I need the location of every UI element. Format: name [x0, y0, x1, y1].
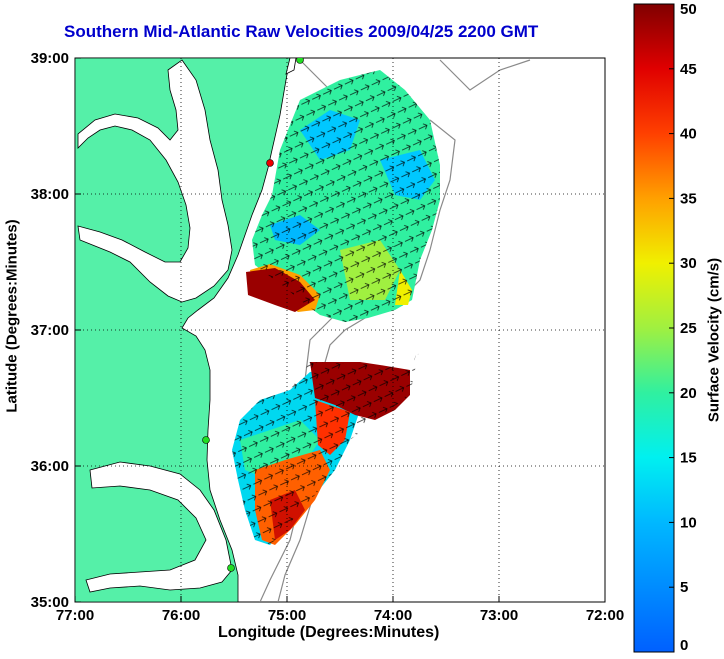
map-title: Southern Mid-Atlantic Raw Velocities 200… — [64, 22, 539, 41]
x-tick-label: 76:00 — [162, 607, 200, 624]
x-tick-label: 73:00 — [480, 607, 518, 624]
x-tick-label: 77:00 — [56, 607, 94, 624]
colorbar-tick-label: 15 — [680, 450, 697, 467]
y-tick-label: 37:00 — [31, 322, 69, 339]
bathymetry-contour — [277, 59, 531, 602]
colorbar-tick-label: 30 — [680, 255, 697, 272]
station-marker — [202, 436, 210, 444]
colorbar-tick-label: 40 — [680, 126, 697, 143]
x-tick-label: 75:00 — [268, 607, 306, 624]
colorbar-tick-label: 0 — [680, 637, 688, 654]
colorbar-tick-label: 50 — [680, 1, 697, 18]
y-tick-label: 38:00 — [31, 186, 69, 203]
y-axis-label: Latitude (Degrees:Minutes) — [3, 219, 21, 413]
colorbar-label: Surface Velocity (cm/s) — [705, 257, 723, 423]
x-tick-label: 72:00 — [586, 607, 624, 624]
colorbar-tick-label: 35 — [680, 190, 697, 207]
colorbar-tick-label: 20 — [680, 385, 697, 402]
y-axis-ticks: 39:00 38:00 37:00 36:00 35:00 — [31, 50, 81, 611]
x-tick-label: 74:00 — [374, 607, 412, 624]
colorbar-tick-label: 5 — [680, 579, 688, 596]
x-axis-ticks: 77:00 76:00 75:00 74:00 73:00 72:00 — [56, 596, 624, 624]
y-tick-label: 35:00 — [31, 594, 69, 611]
chesapeake-bay — [77, 59, 233, 303]
grid-lines — [75, 58, 605, 602]
station-marker — [266, 159, 274, 167]
colorbar — [633, 3, 675, 653]
y-tick-label: 36:00 — [31, 458, 69, 475]
colorbar-tick-label: 10 — [680, 514, 697, 531]
y-tick-label: 39:00 — [31, 50, 69, 67]
station-marker — [227, 564, 235, 572]
velocity-field-south — [232, 345, 420, 545]
x-axis-label: Longitude (Degrees:Minutes) — [218, 624, 440, 641]
station-marker — [296, 58, 304, 64]
colorbar-ticks: 0 5 10 15 20 25 30 35 40 45 50 — [669, 1, 697, 654]
colorbar-tick-label: 25 — [680, 320, 697, 337]
colorbar-tick-label: 45 — [680, 61, 697, 78]
